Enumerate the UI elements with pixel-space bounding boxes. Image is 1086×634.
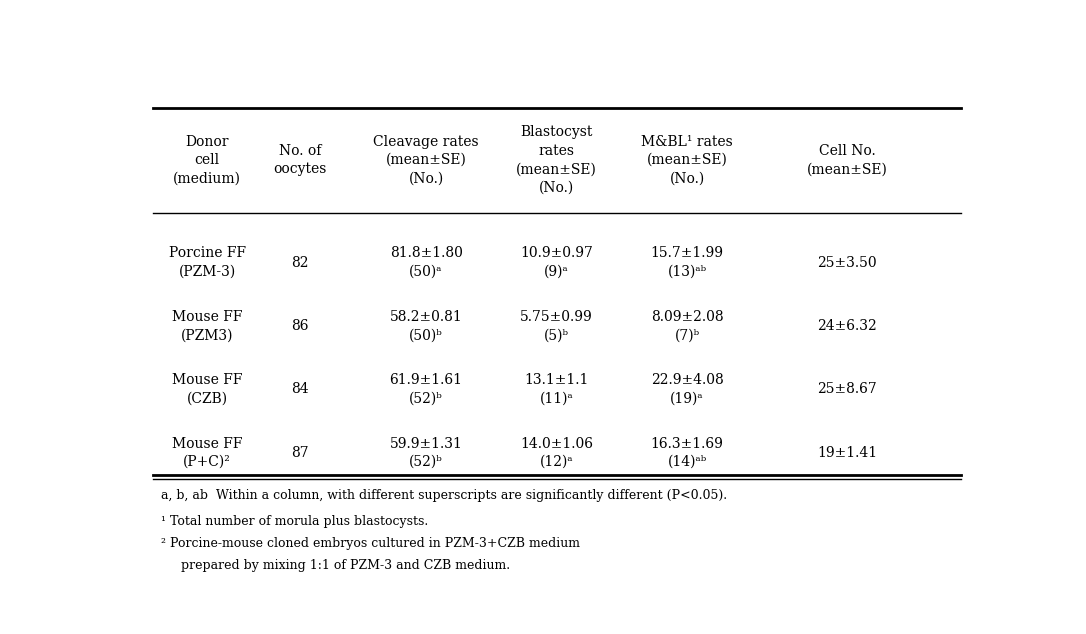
Text: 10.9±0.97
(9)ᵃ: 10.9±0.97 (9)ᵃ [520, 247, 593, 279]
Text: 22.9±4.08
(19)ᵃ: 22.9±4.08 (19)ᵃ [651, 373, 723, 406]
Text: a, b, ab  Within a column, with different superscripts are significantly differe: a, b, ab Within a column, with different… [161, 489, 728, 501]
Text: 84: 84 [291, 382, 308, 396]
Text: 86: 86 [291, 319, 308, 333]
Text: prepared by mixing 1:1 of PZM-3 and CZB medium.: prepared by mixing 1:1 of PZM-3 and CZB … [169, 559, 510, 573]
Text: Cleavage rates
(mean±SE)
(No.): Cleavage rates (mean±SE) (No.) [374, 134, 479, 186]
Text: Mouse FF
(CZB): Mouse FF (CZB) [172, 373, 242, 406]
Text: 25±8.67: 25±8.67 [817, 382, 876, 396]
Text: No. of
oocytes: No. of oocytes [274, 144, 327, 176]
Text: Mouse FF
(P+C)²: Mouse FF (P+C)² [172, 437, 242, 469]
Text: 14.0±1.06
(12)ᵃ: 14.0±1.06 (12)ᵃ [520, 437, 593, 469]
Text: Donor
cell
(medium): Donor cell (medium) [174, 134, 241, 186]
Text: 15.7±1.99
(13)ᵃᵇ: 15.7±1.99 (13)ᵃᵇ [651, 247, 723, 279]
Text: Blastocyst
rates
(mean±SE)
(No.): Blastocyst rates (mean±SE) (No.) [516, 126, 597, 195]
Text: 61.9±1.61
(52)ᵇ: 61.9±1.61 (52)ᵇ [390, 373, 463, 406]
Text: 87: 87 [291, 446, 308, 460]
Text: Mouse FF
(PZM3): Mouse FF (PZM3) [172, 310, 242, 342]
Text: 58.2±0.81
(50)ᵇ: 58.2±0.81 (50)ᵇ [390, 310, 463, 342]
Text: 19±1.41: 19±1.41 [817, 446, 877, 460]
Text: 82: 82 [291, 256, 308, 269]
Text: Cell No.
(mean±SE): Cell No. (mean±SE) [807, 144, 887, 176]
Text: 24±6.32: 24±6.32 [817, 319, 876, 333]
Text: M&BL¹ rates
(mean±SE)
(No.): M&BL¹ rates (mean±SE) (No.) [641, 134, 733, 186]
Text: 25±3.50: 25±3.50 [817, 256, 876, 269]
Text: 5.75±0.99
(5)ᵇ: 5.75±0.99 (5)ᵇ [520, 310, 593, 342]
Text: Porcine FF
(PZM-3): Porcine FF (PZM-3) [168, 247, 245, 279]
Text: ² Porcine-mouse cloned embryos cultured in PZM-3+CZB medium: ² Porcine-mouse cloned embryos cultured … [161, 538, 580, 550]
Text: 81.8±1.80
(50)ᵃ: 81.8±1.80 (50)ᵃ [390, 247, 463, 279]
Text: 8.09±2.08
(7)ᵇ: 8.09±2.08 (7)ᵇ [651, 310, 723, 342]
Text: 16.3±1.69
(14)ᵃᵇ: 16.3±1.69 (14)ᵃᵇ [651, 437, 723, 469]
Text: ¹ Total number of morula plus blastocysts.: ¹ Total number of morula plus blastocyst… [161, 515, 428, 529]
Text: 13.1±1.1
(11)ᵃ: 13.1±1.1 (11)ᵃ [525, 373, 589, 406]
Text: 59.9±1.31
(52)ᵇ: 59.9±1.31 (52)ᵇ [390, 437, 463, 469]
